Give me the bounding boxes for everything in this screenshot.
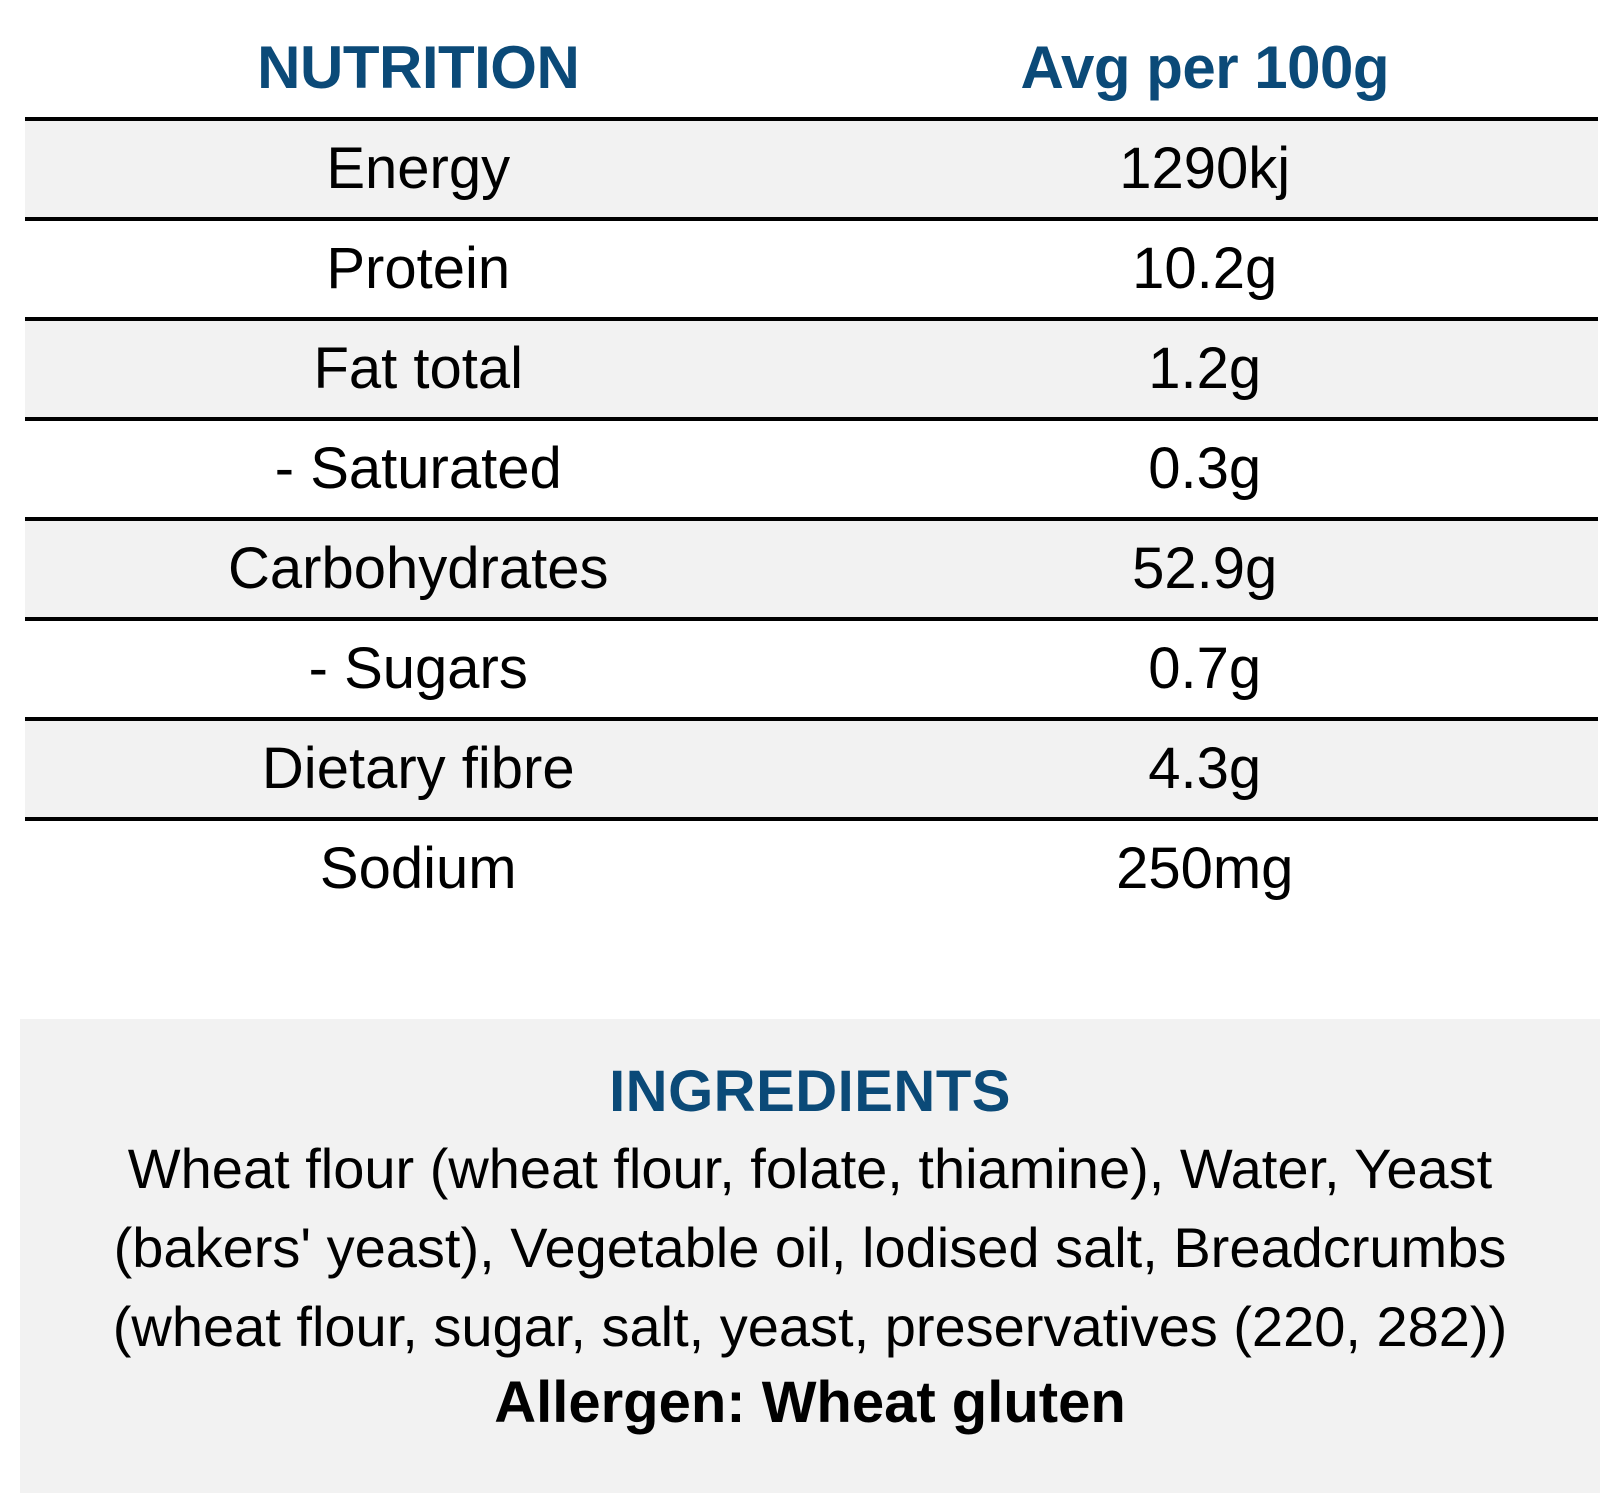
nutrition-table-header: NUTRITION Avg per 100g — [25, 28, 1598, 118]
table-row-carbohydrates: Carbohydrates 52.9g — [25, 517, 1598, 617]
nutrient-value: 250mg — [1116, 836, 1294, 901]
nutrient-value: 10.2g — [1132, 236, 1278, 301]
nutrient-label: - Saturated — [274, 436, 562, 501]
nutrient-value: 0.7g — [1148, 636, 1262, 701]
nutrition-column-heading: NUTRITION — [257, 34, 580, 101]
ingredients-panel: INGREDIENTS Wheat flour (wheat flour, fo… — [20, 1019, 1600, 1493]
table-row-sodium: Sodium 250mg — [25, 817, 1598, 917]
nutrient-value: 4.3g — [1148, 736, 1262, 801]
allergen-statement: Allergen: Wheat gluten — [494, 1370, 1126, 1435]
nutrient-value: 1.2g — [1148, 336, 1262, 401]
avg-per-100g-column-heading: Avg per 100g — [1020, 34, 1390, 101]
nutrient-value: 1290kj — [1119, 136, 1291, 201]
table-row-dietary-fibre: Dietary fibre 4.3g — [25, 717, 1598, 817]
table-row-energy: Energy 1290kj — [25, 117, 1598, 217]
table-row-fat-total: Fat total 1.2g — [25, 317, 1598, 417]
nutrient-label: Dietary fibre — [261, 736, 575, 801]
ingredients-title: INGREDIENTS — [609, 1059, 1011, 1124]
ingredients-text: Wheat flour (wheat flour, folate, thiami… — [112, 1137, 1508, 1358]
nutrient-label: Protein — [326, 236, 511, 301]
table-row-protein: Protein 10.2g — [25, 217, 1598, 317]
nutrient-label: Carbohydrates — [228, 536, 609, 601]
table-row-saturated: - Saturated 0.3g — [25, 417, 1598, 517]
nutrient-label: Sodium — [319, 836, 517, 901]
table-row-sugars: - Sugars 0.7g — [25, 617, 1598, 717]
nutrient-label: Fat total — [313, 336, 524, 401]
nutrient-value: 52.9g — [1132, 536, 1278, 601]
nutrient-label: - Sugars — [308, 636, 528, 701]
nutrition-table: Energy 1290kj Protein 10.2g Fat total 1.… — [25, 117, 1598, 917]
nutrient-label: Energy — [326, 136, 511, 201]
nutrient-value: 0.3g — [1148, 436, 1262, 501]
